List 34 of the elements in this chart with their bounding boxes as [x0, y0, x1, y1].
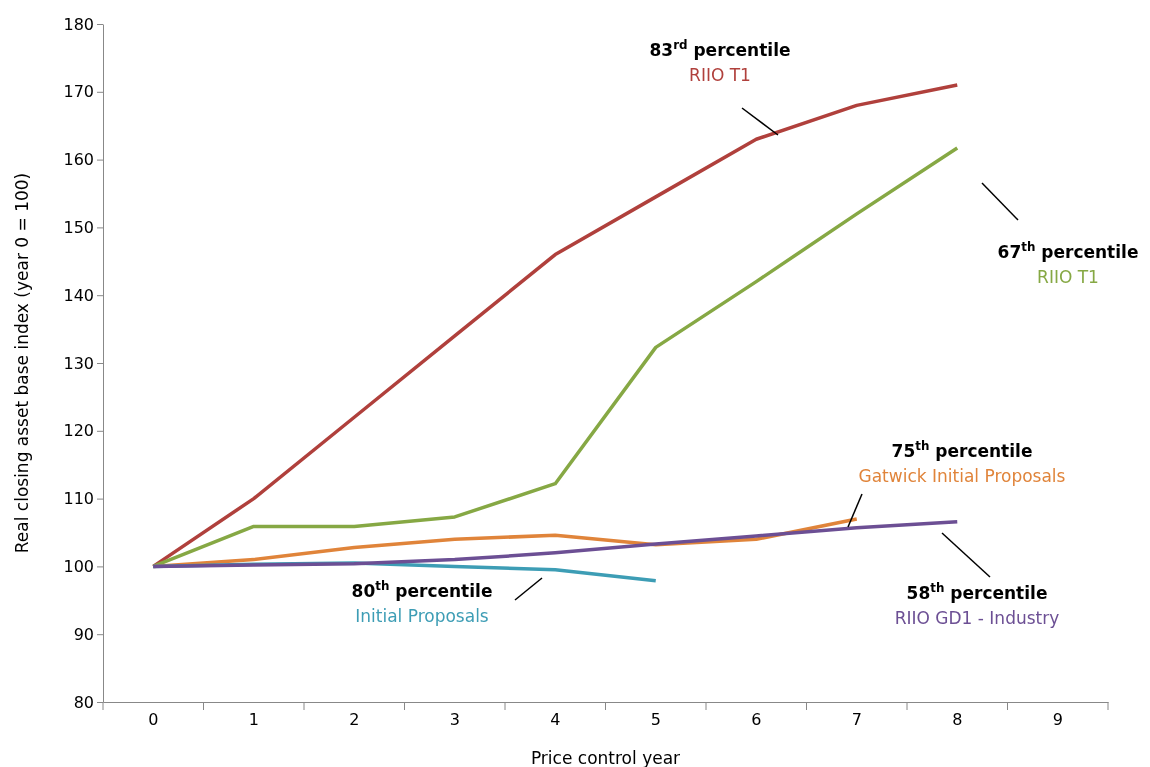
- x-tick-label: 7: [851, 710, 862, 730]
- text: Initial Proposals: [355, 606, 489, 626]
- series-label: Gatwick Initial Proposals: [858, 466, 1066, 486]
- y-tick-label: 130: [63, 353, 94, 373]
- y-tick-label: 110: [63, 489, 94, 509]
- y-tick-label: 90: [73, 624, 94, 644]
- x-tick-label: 8: [952, 710, 963, 730]
- x-tick-label: 4: [550, 710, 561, 730]
- y-tick-label: 150: [63, 218, 94, 238]
- y-tick-label: 100: [63, 557, 94, 577]
- y-tick-label: 170: [63, 82, 94, 102]
- text: RIIO GD1 - Industry: [894, 608, 1060, 628]
- y-tick-label: 120: [63, 421, 94, 441]
- annotation: 75$^{th}$ percentile: [891, 439, 1033, 461]
- text: RIIO T1: [1037, 267, 1099, 287]
- y-axis-title: Real closing asset base index (year 0 = 100): [12, 172, 32, 554]
- text: RIIO T1: [689, 65, 751, 85]
- x-axis-title: Price control year: [530, 748, 681, 767]
- x-tick-label: 6: [751, 710, 762, 730]
- y-tick-label: 80: [73, 692, 94, 712]
- x-tick-label: 3: [449, 710, 460, 730]
- annotation: 80$^{th}$ percentile: [351, 579, 493, 601]
- line-series: [151, 519, 959, 569]
- x-tick-label: 5: [650, 710, 661, 730]
- annotation: 58$^{th}$ percentile: [906, 581, 1048, 603]
- annotation: 67$^{th}$ percentile: [997, 240, 1139, 262]
- x-tick-label: 2: [349, 710, 360, 730]
- x-tick-label: 1: [248, 710, 259, 730]
- annotation: 83$^{rd}$ percentile: [649, 38, 791, 60]
- x-tick-label: 0: [148, 710, 159, 730]
- y-tick-label: 160: [63, 150, 94, 170]
- x-tick-label: 9: [1052, 710, 1063, 730]
- y-tick-label: 180: [63, 14, 94, 34]
- y-tick-label: 140: [63, 285, 94, 305]
